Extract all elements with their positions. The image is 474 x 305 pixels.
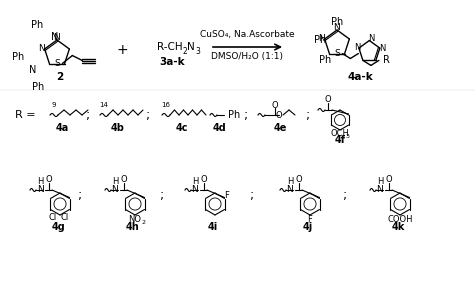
Text: 4e: 4e [273,123,287,133]
Text: R =: R = [15,110,36,120]
Text: 3: 3 [195,46,200,56]
Text: ;: ; [244,109,248,121]
Text: O: O [201,175,207,185]
Text: 2: 2 [56,72,64,82]
Text: 4k: 4k [392,222,405,232]
Text: N: N [36,185,44,195]
Text: O: O [121,175,128,185]
Text: 4d: 4d [213,123,227,133]
Text: 4j: 4j [303,222,313,232]
Text: ;: ; [86,109,90,121]
Text: N: N [377,185,383,195]
Text: OCH: OCH [330,130,349,138]
Text: N: N [29,65,36,75]
Text: R-CH: R-CH [157,42,182,52]
Text: 2: 2 [142,221,146,225]
Text: S: S [334,49,340,58]
Text: ;: ; [160,188,164,202]
Text: H: H [287,178,293,186]
Text: 4f: 4f [335,135,346,145]
Text: ;: ; [78,188,82,202]
Text: 4a-k: 4a-k [347,72,373,82]
Text: N: N [111,185,118,195]
Text: Ph: Ph [319,55,331,65]
Text: Cl: Cl [49,213,57,221]
Text: Ph: Ph [31,20,43,30]
Text: N: N [51,32,59,42]
Text: NO: NO [128,216,142,224]
Text: 14: 14 [100,102,109,108]
Text: O: O [325,95,331,103]
Text: N: N [287,185,293,195]
Text: 9: 9 [52,102,56,108]
Text: H: H [37,178,43,186]
Text: O: O [296,175,302,185]
Text: 4a: 4a [55,123,69,133]
Text: ;: ; [250,188,254,202]
Text: R: R [383,56,390,65]
Text: ;: ; [343,188,347,202]
Text: CuSO₄, Na.Ascorbate: CuSO₄, Na.Ascorbate [200,30,294,40]
Text: N: N [334,23,340,31]
Text: 3: 3 [346,135,350,139]
Text: N: N [191,185,199,195]
Text: DMSO/H₂O (1:1): DMSO/H₂O (1:1) [211,52,283,62]
Text: H: H [377,178,383,186]
Text: O: O [46,175,52,185]
Text: 4c: 4c [176,123,188,133]
Text: Ph: Ph [314,35,326,45]
Text: COOH: COOH [387,216,413,224]
Text: Cl: Cl [61,213,69,221]
Text: 2: 2 [183,46,188,56]
Text: O: O [386,175,392,185]
Text: N: N [318,34,325,44]
Text: H: H [192,178,198,186]
Text: N: N [354,43,360,52]
Text: N: N [187,42,195,52]
Text: O: O [272,101,278,109]
Text: F: F [225,191,229,199]
Text: 4h: 4h [126,222,140,232]
Text: ;: ; [146,109,150,121]
Text: 4i: 4i [208,222,218,232]
Text: Ph: Ph [228,110,240,120]
Text: 4g: 4g [51,222,65,232]
Text: S: S [55,59,60,68]
Text: Ph: Ph [331,17,343,27]
Text: 4b: 4b [111,123,125,133]
Text: H: H [112,178,118,186]
Text: N: N [379,44,385,53]
Text: 3a-k: 3a-k [159,57,185,67]
Text: F: F [308,216,312,224]
Text: O: O [276,110,283,120]
Text: ;: ; [306,109,310,121]
Text: Ph: Ph [12,52,24,62]
Text: 16: 16 [162,102,171,108]
Text: Ph: Ph [32,82,44,92]
Text: +: + [116,43,128,57]
Text: N: N [368,34,374,43]
Text: N: N [54,33,60,41]
Text: N: N [38,45,45,53]
